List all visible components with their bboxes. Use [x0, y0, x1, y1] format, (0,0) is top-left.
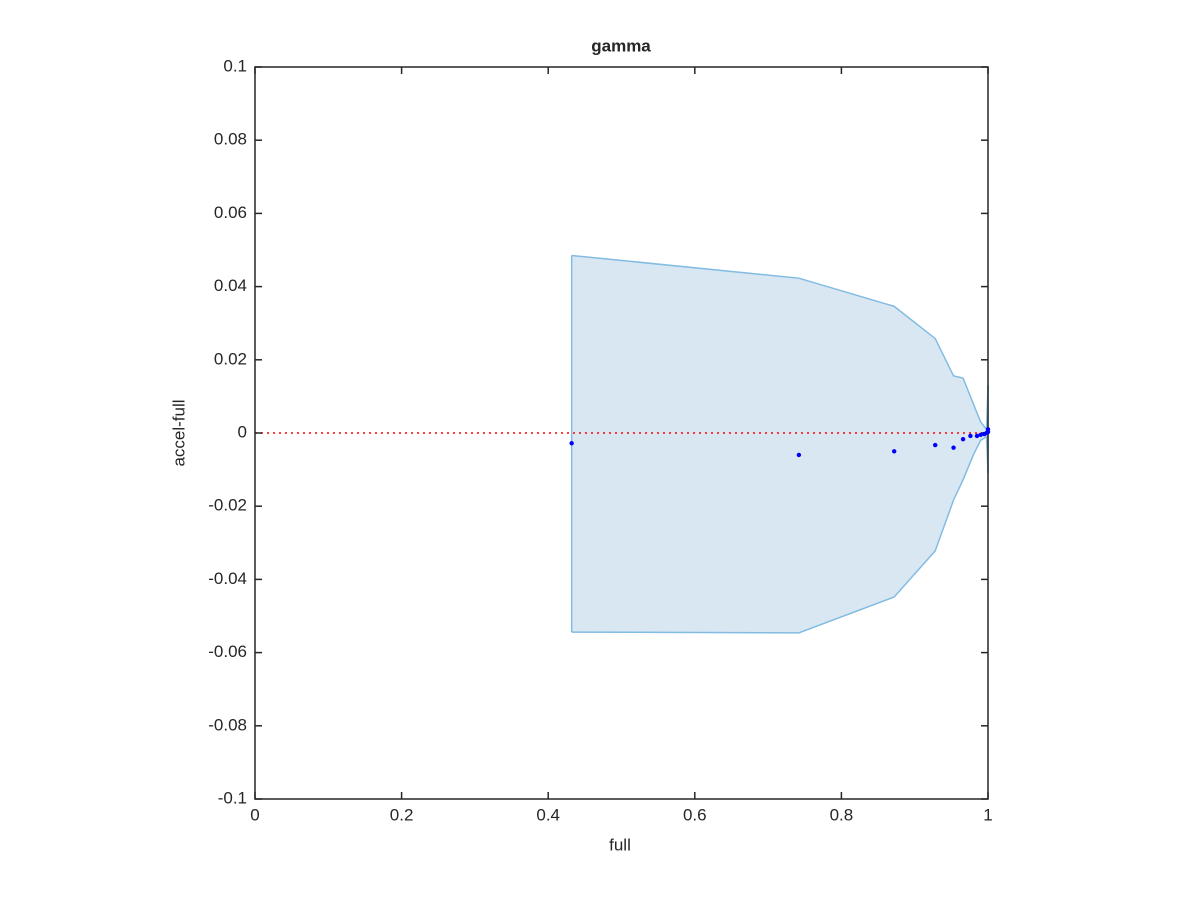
- x-tick-label: 0.2: [390, 805, 414, 824]
- point: [960, 437, 966, 442]
- y-tick-label: 0.06: [214, 203, 247, 222]
- y-tick-label: 0.08: [214, 130, 247, 149]
- y-tick-label: 0.1: [223, 56, 247, 75]
- point: [891, 449, 897, 454]
- x-tick-label: 0: [250, 805, 259, 824]
- band-edge: [571, 254, 989, 432]
- point: [951, 445, 956, 450]
- y-tick-label: -0.08: [208, 715, 247, 734]
- y-tick-label: -0.06: [208, 642, 247, 661]
- band-edge: [571, 435, 989, 634]
- y-tick-label: -0.04: [208, 569, 247, 588]
- point: [974, 433, 980, 439]
- x-tick-label: 0.8: [830, 805, 854, 824]
- x-tick-label: 0.4: [536, 805, 560, 824]
- band-fill: [571, 255, 988, 633]
- chart-title: gamma: [591, 36, 651, 55]
- point: [985, 429, 991, 435]
- y-axis-label: accel-full: [169, 399, 188, 466]
- point: [978, 432, 983, 438]
- x-axis-label: full: [609, 835, 631, 854]
- y-tick-label: -0.1: [218, 788, 247, 807]
- point: [796, 452, 802, 458]
- y-tick-label: -0.02: [208, 496, 247, 515]
- y-tick-label: 0: [238, 422, 247, 441]
- x-tick-label: 0.6: [683, 805, 707, 824]
- point: [968, 433, 973, 439]
- x-tick-label: 1: [983, 805, 992, 824]
- point: [933, 442, 938, 448]
- point: [569, 441, 574, 446]
- y-tick-label: 0.04: [214, 276, 247, 295]
- y-tick-label: 0.02: [214, 349, 247, 368]
